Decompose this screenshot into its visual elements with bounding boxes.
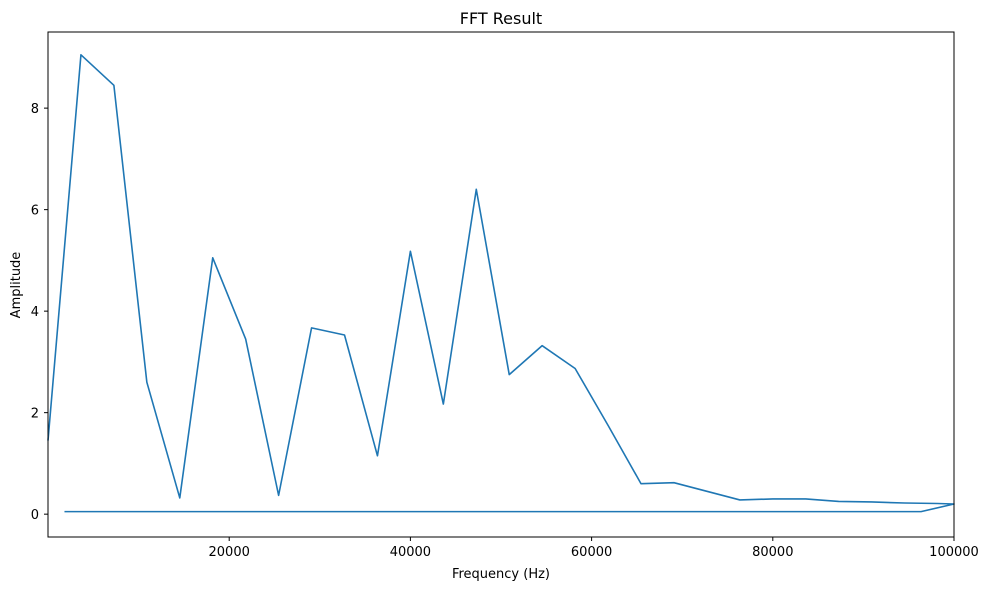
y-tick-label: 8 <box>31 102 39 117</box>
x-axis-label: Frequency (Hz) <box>452 567 550 582</box>
x-axis-ticks: 20000 40000 60000 80000 100000 <box>209 537 979 560</box>
series-line-0 <box>47 54 955 513</box>
y-tick-label: 4 <box>31 305 39 320</box>
y-axis-ticks: 0 2 4 6 8 <box>31 102 48 523</box>
x-tick-label: 60000 <box>571 545 612 560</box>
x-tick-label: 20000 <box>209 545 250 560</box>
plot-area <box>47 54 955 513</box>
chart-title: FFT Result <box>460 9 542 28</box>
y-tick-label: 0 <box>31 508 39 523</box>
x-tick-label: 100000 <box>929 545 979 560</box>
y-tick-label: 6 <box>31 204 39 219</box>
x-tick-label: 80000 <box>752 545 793 560</box>
axes-frame <box>47 31 955 538</box>
x-tick-label: 40000 <box>390 545 431 560</box>
y-axis-label: Amplitude <box>9 252 24 319</box>
y-tick-label: 2 <box>31 407 39 422</box>
